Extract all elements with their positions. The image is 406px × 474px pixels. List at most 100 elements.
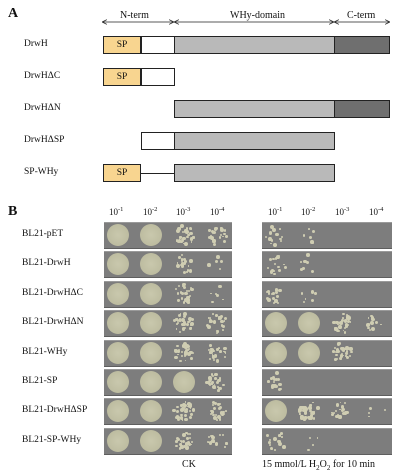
- colony-dot: [312, 444, 314, 446]
- colony-dot: [220, 227, 222, 229]
- colony-dot: [270, 293, 273, 296]
- colony-dot: [347, 320, 350, 323]
- colony-dot: [310, 414, 313, 417]
- colony-dot: [189, 237, 194, 241]
- colony-dot: [301, 408, 305, 412]
- colony-dot: [278, 237, 281, 241]
- colony-dot: [212, 231, 217, 235]
- colony-dot: [188, 436, 192, 440]
- colony-dot: [272, 384, 277, 389]
- colony-dot: [180, 407, 184, 412]
- colony-dot: [176, 344, 179, 348]
- dilution-label: 10-1: [109, 206, 124, 217]
- colony-dot: [180, 261, 184, 265]
- colony-dot: [214, 401, 217, 405]
- colony-dot: [209, 320, 213, 324]
- colony-dot: [183, 414, 187, 418]
- colony-dot: [213, 242, 217, 246]
- colony-dot: [267, 297, 272, 302]
- construct-name: DrwHΔN: [24, 103, 61, 113]
- colony-dot: [272, 258, 275, 261]
- colony-dot: [304, 415, 307, 419]
- h2o2-plate-strip: [262, 427, 392, 455]
- colony-dot: [275, 233, 279, 237]
- colony-spot: [140, 429, 162, 452]
- strain-label: BL21-WHy: [22, 346, 68, 357]
- colony-dot: [208, 350, 213, 355]
- colony-dot: [209, 409, 213, 413]
- colony-dot: [179, 320, 181, 322]
- colony-dot: [190, 413, 193, 416]
- colony-dot: [274, 291, 279, 295]
- colony-dot: [182, 433, 186, 437]
- colony-dot: [280, 432, 284, 436]
- colony-dot: [213, 358, 216, 362]
- colony-dot: [269, 446, 273, 451]
- colony-spot: [265, 341, 287, 364]
- colony-dot: [178, 317, 181, 320]
- colony-dot: [180, 259, 184, 262]
- colony-dot: [208, 382, 211, 386]
- colony-dot: [309, 409, 312, 413]
- colony-dot: [177, 322, 179, 325]
- colony-dot: [182, 282, 186, 287]
- colony-dot: [350, 350, 353, 354]
- colony-dot: [213, 383, 216, 386]
- colony-dot: [221, 413, 224, 417]
- colony-dot: [370, 314, 374, 318]
- colony-dot: [184, 441, 189, 446]
- colony-dot: [178, 226, 182, 230]
- colony-dot: [210, 234, 212, 237]
- colony-dot: [306, 253, 310, 257]
- colony-dot: [186, 437, 189, 440]
- colony-dot: [342, 312, 345, 316]
- colony-dot: [308, 228, 310, 230]
- colony-dot: [190, 326, 192, 329]
- colony-dot: [335, 414, 339, 419]
- colony-spot: [140, 282, 162, 305]
- colony-dot: [334, 409, 337, 412]
- colony-dot: [341, 318, 345, 322]
- colony-dot: [176, 229, 180, 234]
- colony-dot: [303, 416, 308, 421]
- colony-dot: [217, 315, 221, 319]
- colony-dot: [281, 436, 283, 438]
- colony-dot: [213, 416, 217, 421]
- colony-dot: [209, 347, 212, 350]
- colony-dot: [215, 359, 220, 363]
- colony-dot: [188, 234, 191, 237]
- colony-dot: [349, 321, 352, 323]
- colony-dot: [183, 242, 186, 245]
- colony-dot: [211, 355, 216, 359]
- colony-dot: [310, 240, 315, 244]
- ck-label: CK: [182, 459, 196, 470]
- colony-dot: [218, 346, 221, 349]
- sp-domain-box: SP: [103, 164, 141, 182]
- colony-dot: [339, 356, 343, 360]
- colony-dot: [175, 322, 178, 325]
- colony-dot: [334, 327, 338, 331]
- colony-dot: [279, 238, 282, 241]
- colony-dot: [316, 405, 320, 410]
- colony-dot: [177, 240, 182, 244]
- colony-dot: [343, 331, 347, 334]
- nterm-region-box: [141, 68, 175, 86]
- colony-dot: [189, 232, 193, 236]
- colony-dot: [274, 288, 279, 292]
- colony-dot: [308, 405, 313, 410]
- colony-dot: [370, 320, 374, 325]
- colony-dot: [208, 380, 212, 384]
- colony-dot: [270, 224, 275, 229]
- colony-dot: [187, 405, 189, 408]
- colony-dot: [338, 415, 342, 419]
- colony-dot: [312, 401, 314, 404]
- colony-spot: [140, 371, 162, 393]
- strain-label: BL21-DrwHΔSP: [22, 405, 88, 416]
- colony-dot: [181, 291, 185, 295]
- colony-dot: [212, 414, 215, 417]
- colony-dot: [176, 353, 179, 356]
- colony-dot: [367, 326, 370, 330]
- colony-dot: [272, 297, 276, 301]
- colony-dot: [182, 314, 186, 318]
- colony-dot: [215, 314, 218, 317]
